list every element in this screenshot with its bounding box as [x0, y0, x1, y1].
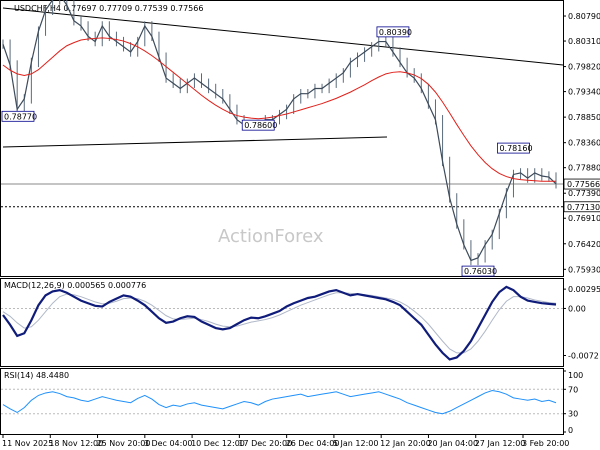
price-label-box	[376, 26, 410, 38]
rsi-tick-label: 100	[568, 371, 583, 380]
price-label: 0.76030	[464, 267, 497, 276]
price-tick-label: 0.77390	[568, 189, 600, 198]
time-tick-label: 3 Feb 20:00	[522, 439, 569, 448]
rsi-header: RSI(14) 48.4480	[4, 371, 69, 380]
price-label-box	[497, 142, 530, 154]
current-price-tag	[563, 178, 600, 190]
price-label-box	[1, 110, 35, 122]
price-label: 0.78770	[4, 112, 37, 121]
price-tick-label: 0.79820	[568, 63, 600, 72]
price-label: 0.78600	[244, 121, 277, 130]
price-tick-label: 0.78360	[568, 139, 600, 148]
rsi-tick-label: 30	[568, 410, 578, 419]
rsi-panel	[0, 368, 564, 435]
time-tick-label: 18 Nov 12:00	[49, 439, 103, 448]
support-price-tag	[563, 201, 600, 213]
price-tick-label: 0.78850	[568, 113, 600, 122]
time-tick-label: 12 Jan 20:00	[380, 439, 431, 448]
macd-axis: 0.002957 0.00 -0.0072	[563, 285, 600, 361]
time-tick-label: 25 Nov 20:00	[97, 439, 151, 448]
upper-trendline	[2, 7, 564, 66]
time-tick-label: 3 Dec 04:00	[144, 439, 193, 448]
time-tick-label: 27 Jan 12:00	[475, 439, 526, 448]
support-price-text: 0.77130	[567, 203, 600, 212]
price-tick-label: 0.77880	[568, 164, 600, 173]
macd-line	[2, 285, 557, 361]
price-tick-label: 0.80310	[568, 37, 600, 46]
macd-tick-label: 0.00	[568, 304, 586, 313]
rsi-tick-label: 0	[568, 426, 573, 435]
rsi-series	[2, 390, 557, 415]
price-tick-label: 0.75930	[568, 265, 600, 274]
rsi-tick-label: 70	[568, 385, 578, 394]
macd-tick-label: 0.002957	[568, 285, 600, 294]
time-tick-label: 20 Jan 04:00	[427, 439, 478, 448]
moving-average-line	[2, 37, 556, 182]
current-price-text: 0.77566	[567, 180, 600, 189]
macd-tick-label: -0.0072	[568, 352, 599, 361]
price-tick-label: 0.76420	[568, 240, 600, 249]
price-axis: 0.80790 0.80310 0.79820 0.79340 0.78850 0.783…	[563, 12, 600, 274]
macd-panel	[0, 278, 564, 367]
rsi-line	[2, 390, 557, 415]
price-panel	[0, 0, 564, 277]
price-tick-label: 0.79340	[568, 88, 600, 97]
time-tick-label: 10 Dec 12:00	[191, 439, 245, 448]
time-tick-label: 17 Dec 20:00	[238, 439, 292, 448]
price-label-box	[461, 265, 495, 277]
time-tick-label: 26 Dec 04:00	[286, 439, 340, 448]
rsi-axis: 100 70 30 0	[563, 370, 583, 435]
price-labels: 0.816100.787700.786000.803900.781600.760…	[1, 26, 533, 277]
price-label: 0.78160	[499, 144, 532, 153]
price-line	[2, 0, 557, 262]
price-tick-label: 0.80790	[568, 12, 600, 21]
watermark: ActionForex	[218, 226, 324, 247]
chart-header: USDCHF,H4 0.77697 0.77709 0.77539 0.7756…	[14, 4, 203, 13]
price-tick-label: 0.76910	[568, 214, 600, 223]
macd-signal-line	[2, 292, 557, 354]
macd-series	[2, 285, 557, 361]
price-label-box	[241, 119, 275, 131]
time-tick-label: 11 Nov 2025	[2, 439, 53, 448]
price-label: 0.80390	[379, 28, 412, 37]
time-tick-label: 5 Jan 12:00	[333, 439, 379, 448]
lower-trendline	[2, 136, 388, 148]
macd-header: MACD(12,26,9) 0.000565 0.000776	[4, 281, 146, 290]
